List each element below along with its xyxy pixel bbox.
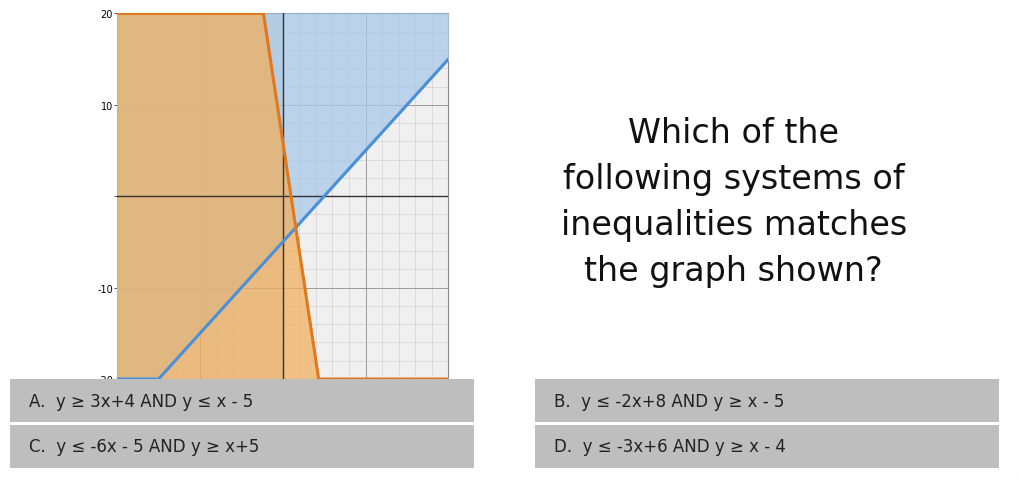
Bar bbox=[117, 14, 283, 379]
Text: A.  y ≥ 3x+4 AND y ≤ x - 5: A. y ≥ 3x+4 AND y ≤ x - 5 bbox=[29, 392, 253, 410]
FancyBboxPatch shape bbox=[0, 377, 497, 425]
Text: C.  y ≤ -6x - 5 AND y ≥ x+5: C. y ≤ -6x - 5 AND y ≥ x+5 bbox=[29, 437, 259, 456]
Text: Which of the
following systems of
inequalities matches
the graph shown?: Which of the following systems of inequa… bbox=[560, 116, 907, 287]
Text: D.  y ≤ -3x+6 AND y ≥ x - 4: D. y ≤ -3x+6 AND y ≥ x - 4 bbox=[553, 437, 786, 456]
FancyBboxPatch shape bbox=[512, 377, 1019, 425]
Text: B.  y ≤ -2x+8 AND y ≥ x - 5: B. y ≤ -2x+8 AND y ≥ x - 5 bbox=[553, 392, 784, 410]
FancyBboxPatch shape bbox=[512, 423, 1019, 470]
FancyBboxPatch shape bbox=[0, 423, 497, 470]
